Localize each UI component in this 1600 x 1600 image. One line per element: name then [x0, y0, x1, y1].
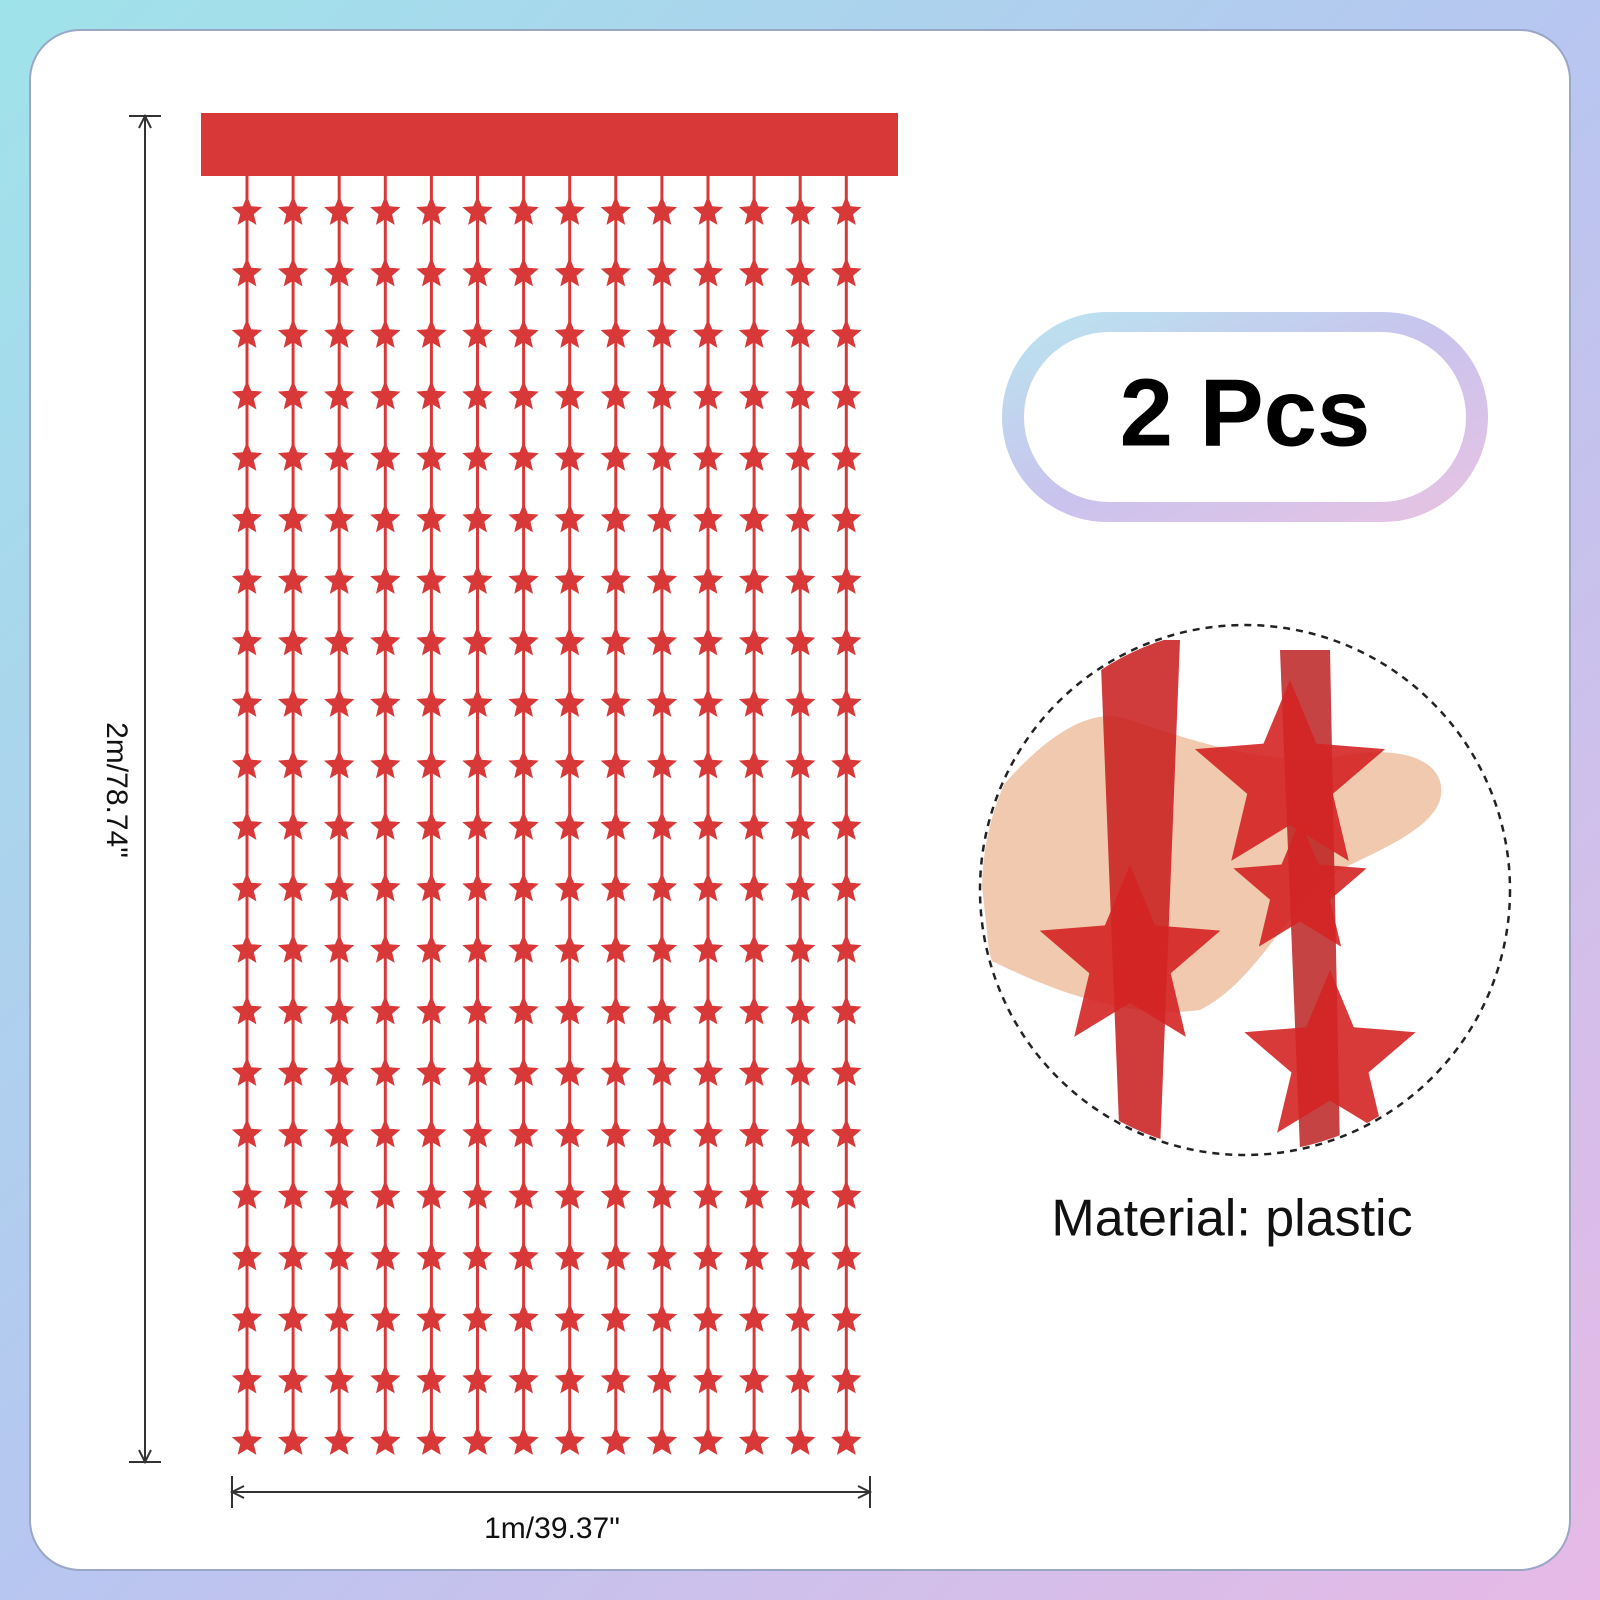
badge-text: 2 Pcs	[1120, 359, 1371, 466]
photo-star	[1244, 970, 1416, 1133]
photo-star	[1233, 820, 1367, 947]
height-label: 2m/78.74"	[100, 722, 133, 858]
material-text: Material: plastic	[1051, 1190, 1412, 1248]
star-strand	[646, 196, 678, 1455]
star-strand	[738, 196, 770, 1455]
badge	[1024, 332, 1466, 502]
star-strand	[416, 196, 447, 1455]
star-strand	[370, 196, 401, 1455]
star-strand	[508, 196, 539, 1455]
star-strand	[277, 196, 309, 1455]
curtain	[201, 113, 898, 1455]
star-strand	[324, 196, 355, 1455]
star-strand	[785, 196, 816, 1455]
material-photo	[982, 627, 1508, 1153]
dimension-lines	[129, 113, 873, 1508]
star-strand	[231, 196, 263, 1455]
star-strand	[831, 196, 862, 1455]
photo-star	[1039, 865, 1221, 1037]
photo-frame	[978, 623, 1512, 1157]
star-strand	[600, 196, 631, 1455]
curtain-header	[201, 113, 898, 176]
star-strand	[554, 196, 585, 1455]
photo-star	[1194, 680, 1386, 861]
width-label: 1m/39.37"	[484, 1512, 620, 1545]
star-strand	[462, 196, 493, 1455]
star-strand	[692, 196, 724, 1455]
